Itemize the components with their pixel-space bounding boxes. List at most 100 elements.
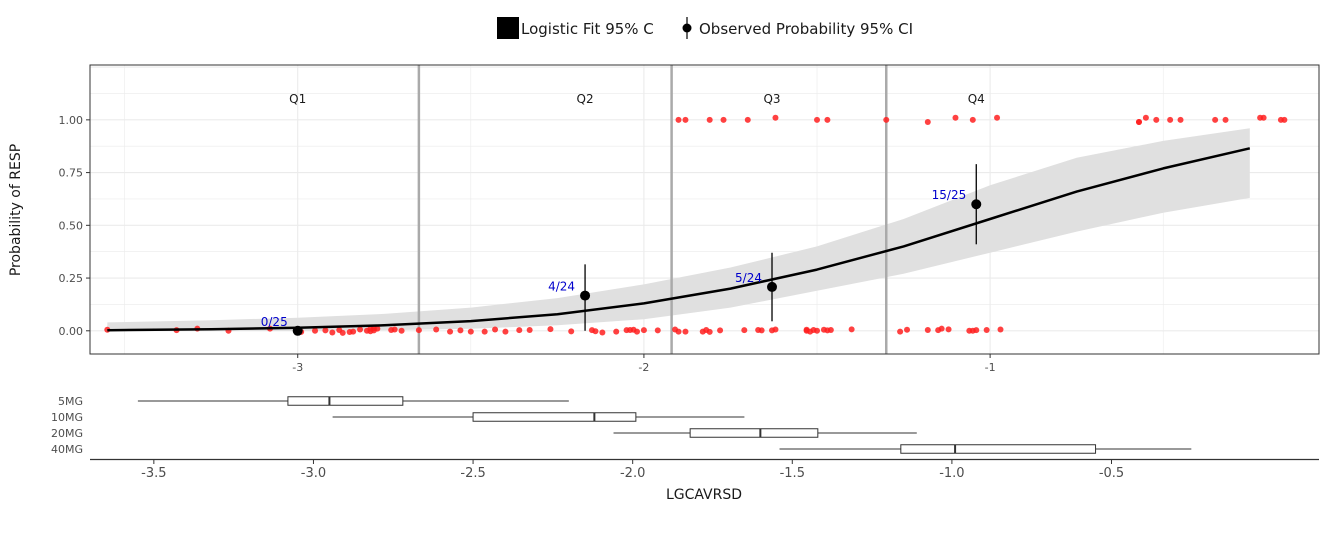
observed-quartile-point [971, 199, 982, 210]
quartile-labels: Q1 Q2 Q3 Q4 [289, 92, 985, 106]
legend-obs-key-point [682, 23, 692, 33]
observed-count-label: 5/24 [735, 271, 762, 285]
raw-point [329, 329, 336, 336]
box-iqr [472, 412, 637, 422]
observed-quartile-point [767, 281, 778, 292]
x-tick-label: -3 [292, 361, 303, 374]
raw-point [547, 326, 554, 333]
raw-point [415, 327, 422, 334]
box-iqr [900, 444, 1097, 454]
top-panel-border [89, 64, 1320, 355]
raw-point [720, 116, 727, 123]
top-y-axis: 0.00 0.25 0.50 0.75 1.00 [59, 114, 90, 338]
raw-point [568, 328, 575, 335]
observed-count-label: 15/25 [932, 188, 967, 202]
raw-point [969, 116, 976, 123]
raw-point [952, 114, 959, 121]
box-iqr [287, 396, 404, 406]
observed-quartile-points: 0/25 4/24 5/24 15/25 [261, 164, 982, 336]
raw-point [938, 325, 945, 332]
y-tick-label: 1.00 [59, 114, 84, 127]
quartile-label: Q2 [577, 92, 594, 106]
bottom-x-tick-label: -2.0 [620, 466, 645, 481]
quartile-label: Q4 [968, 92, 985, 106]
raw-point [1222, 116, 1229, 123]
raw-point [741, 327, 748, 334]
bottom-x-tick-label: -1.0 [939, 466, 964, 481]
quartile-label: Q3 [763, 92, 780, 106]
raw-point [675, 116, 682, 123]
bottom-x-axis-title: LGCAVRSD [666, 487, 742, 503]
dose-group-label: 5MG [58, 395, 83, 408]
raw-point [814, 327, 821, 334]
raw-point [717, 327, 724, 334]
logistic-fit-curve [107, 147, 1251, 332]
raw-point [997, 326, 1004, 333]
raw-point [1281, 116, 1288, 123]
raw-point [516, 327, 523, 334]
raw-point [312, 327, 319, 334]
top-y-axis-title: Probability of RESP [8, 144, 24, 276]
raw-point [682, 116, 689, 123]
raw-point [1135, 118, 1142, 125]
raw-point [654, 327, 661, 334]
raw-point [457, 327, 464, 334]
y-tick-label: 0.00 [59, 325, 84, 338]
raw-point [827, 326, 834, 333]
fit-confidence-band [107, 128, 1250, 331]
bottom-x-tick-label: -0.5 [1099, 466, 1124, 481]
raw-point [994, 114, 1001, 121]
raw-point [433, 326, 440, 333]
raw-point [897, 328, 904, 335]
dose-group-label: 40MG [51, 443, 83, 456]
raw-point [391, 326, 398, 333]
raw-point [675, 328, 682, 335]
raw-point [682, 328, 689, 335]
raw-point [502, 328, 509, 335]
raw-point [322, 327, 329, 334]
raw-point [633, 328, 640, 335]
dose-boxplots: 5MG 10MG 20MG 40MG [51, 395, 1192, 456]
observed-count-label: 0/25 [261, 315, 288, 329]
y-tick-label: 0.50 [59, 219, 84, 232]
raw-point [640, 327, 647, 334]
raw-point [924, 118, 931, 125]
bottom-x-tick-label: -2.5 [460, 466, 485, 481]
bottom-x-tick-label: -3.5 [141, 466, 166, 481]
raw-point [772, 326, 779, 333]
raw-point [339, 329, 346, 336]
raw-point [824, 116, 831, 123]
dose-group-label: 10MG [51, 411, 83, 424]
raw-point [924, 326, 931, 333]
raw-point [983, 326, 990, 333]
bottom-x-axis: -3.5 -3.0 -2.5 -2.0 -1.5 -1.0 -0.5 [141, 460, 1124, 481]
bottom-panel: 5MG 10MG 20MG 40MG -3.5 -3.0 -2.5 -2.0 -1.5 -1.0… [51, 395, 1319, 503]
raw-point [758, 327, 765, 334]
raw-point [1153, 116, 1160, 123]
raw-point [447, 328, 454, 335]
raw-point [772, 114, 779, 121]
quartile-label: Q1 [289, 92, 306, 106]
raw-point [1177, 116, 1184, 123]
raw-point [814, 116, 821, 123]
raw-point [1260, 114, 1267, 121]
raw-point [467, 328, 474, 335]
x-tick-label: -1 [985, 361, 996, 374]
quartile-cutoff-lines [417, 65, 888, 354]
raw-point [945, 326, 952, 333]
raw-point [398, 327, 405, 334]
dose-group-label: 20MG [51, 427, 83, 440]
legend-obs-label: Observed Probability 95% CI [699, 20, 913, 38]
raw-point [744, 116, 751, 123]
raw-point [613, 328, 620, 335]
bottom-x-tick-label: -3.0 [301, 466, 326, 481]
observed-quartile-point [580, 290, 591, 301]
raw-point [599, 329, 606, 336]
raw-point [481, 328, 488, 335]
bottom-x-tick-label: -1.5 [780, 466, 805, 481]
y-tick-label: 0.75 [59, 167, 84, 180]
raw-point [973, 327, 980, 334]
observed-quartile-point [292, 325, 303, 336]
